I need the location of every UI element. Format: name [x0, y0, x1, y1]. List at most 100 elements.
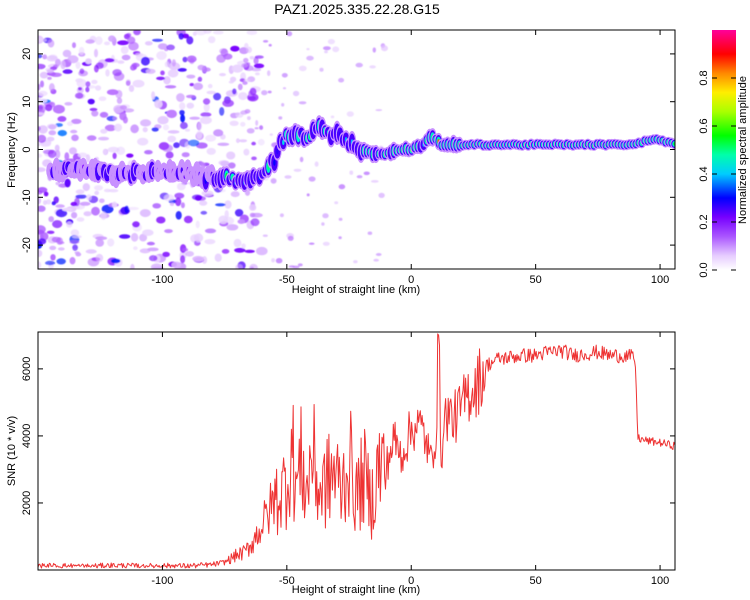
spectrogram-noise-blob — [186, 94, 196, 99]
spectrogram-noise-blob — [108, 35, 116, 42]
spectrogram-noise-blob — [215, 203, 226, 207]
spectrogram-noise-blob — [236, 138, 240, 144]
spectrogram-noise-blob — [117, 40, 129, 46]
spectrogram-noise-blob — [178, 33, 184, 40]
spectrogram-noise-blob — [137, 137, 149, 146]
spectrogram-noise-blob — [189, 116, 201, 120]
spectrogram-noise-blob — [160, 70, 165, 76]
spectrogram-noise-blob — [100, 211, 107, 220]
spectrogram-noise-blob — [230, 76, 237, 83]
spectrogram-x-tick-label: 100 — [651, 274, 669, 286]
spectrogram-noise-blob — [237, 219, 246, 225]
spectrogram-noise-blob — [197, 121, 203, 131]
spectrogram-noise-blob — [261, 90, 268, 96]
spectrogram-noise-blob — [156, 51, 167, 60]
spectrogram-noise-blob — [363, 171, 370, 176]
spectrogram-noise-blob — [200, 210, 208, 215]
spectrogram-noise-blob — [79, 68, 85, 75]
spectrogram-noise-blob — [38, 126, 41, 131]
spectrogram-noise-blob — [130, 64, 137, 71]
spectrogram-noise-blob — [338, 184, 346, 190]
spectrogram-noise-blob — [39, 71, 49, 79]
spectrogram-noise-blob — [55, 181, 61, 186]
spectrogram-x-axis-label: Height of straight line (km) — [292, 284, 420, 296]
spectrogram-noise-blob — [69, 147, 77, 155]
spectrogram-ridge-cell — [273, 159, 276, 166]
spectrogram-noise-blob — [48, 124, 57, 130]
spectrogram-noise-blob — [179, 102, 186, 110]
spectrogram-noise-blob — [71, 212, 78, 219]
spectrogram-noise-blob — [327, 38, 335, 45]
spectrogram-noise-blob — [180, 122, 188, 130]
spectrogram-noise-blob — [75, 194, 87, 199]
spectrogram-noise-blob — [38, 153, 43, 158]
spectrogram-noise-blob — [166, 44, 175, 51]
spectrogram-noise-blob — [91, 79, 98, 85]
spectrogram-noise-blob — [104, 124, 117, 132]
spectrogram-noise-blob — [94, 190, 100, 196]
spectrogram-noise-blob — [162, 124, 170, 131]
spectrogram-noise-blob — [98, 198, 105, 204]
spectrogram-noise-blob — [158, 142, 170, 151]
spectrogram-noise-blob — [52, 220, 63, 229]
spectrogram-noise-blob — [163, 76, 171, 85]
spectrogram-noise-blob — [247, 116, 251, 121]
spectrogram-noise-blob — [164, 61, 170, 68]
spectrogram-noise-blob — [124, 205, 129, 214]
spectrogram-noise-blob — [139, 248, 151, 254]
spectrogram-noise-blob — [71, 134, 79, 142]
spectrogram-noise-blob — [127, 206, 139, 211]
spectrogram-noise-blob — [121, 54, 131, 61]
spectrogram-noise-blob — [146, 241, 155, 246]
spectrogram-noise-blob — [175, 197, 182, 207]
spectrogram-noise-blob — [204, 228, 217, 234]
spectrogram-noise-blob — [152, 266, 164, 269]
spectrogram-noise-blob — [38, 125, 48, 134]
spectrogram-noise-blob — [322, 213, 329, 219]
spectrogram-noise-blob — [157, 116, 169, 125]
spectrogram-noise-blob — [95, 36, 103, 45]
spectrogram-noise-blob — [144, 150, 153, 155]
spectrogram-noise-blob — [321, 222, 325, 226]
spectrogram-noise-blob — [167, 69, 179, 78]
spectrogram-noise-blob — [132, 79, 145, 88]
spectrogram-noise-blob — [45, 104, 53, 112]
spectrogram-noise-blob — [205, 134, 217, 142]
spectrogram-noise-blob — [166, 109, 177, 119]
spectrogram-noise-blob — [89, 107, 98, 112]
spectrogram-noise-blob — [77, 152, 88, 158]
spectrogram-noise-blob — [234, 209, 244, 217]
spectrogram-noise-blob — [114, 123, 123, 132]
spectrogram-noise-blob — [251, 141, 256, 146]
spectrogram-noise-blob — [346, 111, 354, 117]
spectrogram-noise-blob — [246, 30, 258, 35]
spectrogram-noise-blob — [251, 156, 257, 161]
spectrogram-noise-blob — [111, 201, 118, 208]
colorbar-tick-label: 0.6 — [698, 118, 710, 133]
spectrogram-noise-blob — [237, 83, 243, 91]
spectrogram-noise-blob — [281, 73, 288, 78]
spectrogram-noise-blob — [298, 101, 307, 105]
spectrogram-noise-blob — [355, 62, 363, 68]
spectrogram-noise-blob — [64, 102, 73, 106]
spectrogram-noise-blob — [308, 176, 316, 182]
spectrogram-noise-blob — [255, 120, 259, 126]
spectrogram-noise-blob — [224, 200, 232, 209]
spectrogram-noise-blob — [186, 55, 197, 63]
spectrogram-noise-blob — [66, 221, 73, 228]
spectrogram-noise-blob — [375, 253, 382, 256]
spectrogram-noise-blob — [57, 247, 65, 251]
spectrogram-noise-blob — [107, 238, 115, 247]
spectrogram-noise-blob — [378, 192, 385, 198]
spectrogram-x-tick-label: -50 — [279, 274, 295, 286]
spectrogram-noise-blob — [46, 136, 55, 142]
snr-y-tick-label: 2000 — [21, 491, 33, 515]
spectrogram-noise-blob — [250, 266, 254, 269]
spectrogram-noise-blob — [57, 241, 65, 245]
spectrogram-noise-blob — [235, 264, 243, 269]
spectrogram-noise-blob — [116, 97, 123, 104]
spectrogram-noise-blob — [248, 96, 256, 101]
spectrogram-noise-blob — [203, 30, 212, 34]
spectrogram-noise-blob — [197, 64, 205, 71]
